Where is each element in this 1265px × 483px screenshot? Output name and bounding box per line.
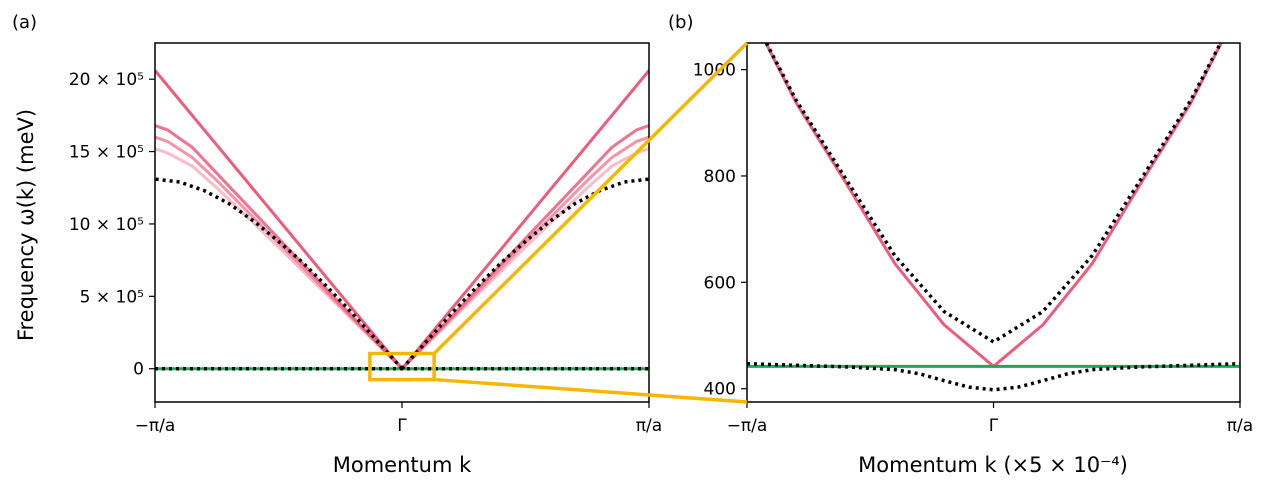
panel-b-xtick-label-1: Γ	[989, 416, 999, 436]
panel-a-ytick-label-1: 5 × 10⁵	[80, 287, 144, 307]
zoom-box	[368, 351, 436, 382]
panel-b-series-0	[764, 43, 1223, 368]
panel-a-series-4	[400, 177, 649, 370]
panel-a-series-4-mirror	[155, 177, 404, 370]
zoom-connectors	[368, 41, 749, 404]
panel-b-xtick-label-0: −π/a	[727, 416, 768, 436]
panel-a-frame	[154, 42, 650, 403]
panel-a-ytick-label-0: 0	[133, 360, 144, 380]
panel-b-frame	[746, 42, 1241, 403]
panel-b-ytick-label-1: 600	[704, 273, 736, 293]
panel-b-ytick-label-2: 800	[704, 167, 736, 187]
panel-a-series-0-mirror	[155, 69, 404, 370]
zoom-connector-bottom	[433, 377, 748, 404]
panel-a-xtick-label-2: π/a	[636, 416, 662, 436]
panel-b-ytick-label-0: 400	[704, 380, 736, 400]
panel-b-xtick-label-2: π/a	[1227, 416, 1253, 436]
panel-a-series-0	[400, 69, 649, 370]
panel-a-ylabel: Frequency ω(k) (meV)	[14, 109, 38, 341]
panel-a-ytick-label-3: 15 × 10⁵	[69, 143, 144, 163]
panel-a-xlabel: Momentum k	[333, 453, 472, 477]
panel-a-series-3	[400, 147, 649, 370]
panel-a-xtick-label-1: Γ	[397, 416, 407, 436]
panel-a-xtick-label-0: −π/a	[135, 416, 176, 436]
panel-a-ytick-label-4: 20 × 10⁵	[69, 70, 144, 90]
panel-b-label: (b)	[668, 12, 693, 33]
panel-a-series-2	[400, 135, 649, 370]
panel-a-series-2-mirror	[155, 135, 404, 370]
panel-a-label: (a)	[12, 12, 37, 33]
zoom-connector-top	[432, 41, 749, 355]
panel-a-ytick-label-2: 10 × 10⁵	[69, 215, 144, 235]
panel-b-xlabel: Momentum k (×5 × 10⁻⁴)	[858, 453, 1128, 477]
panel-b-series-1	[764, 43, 1223, 344]
panel-a-series-3-mirror	[155, 147, 404, 370]
